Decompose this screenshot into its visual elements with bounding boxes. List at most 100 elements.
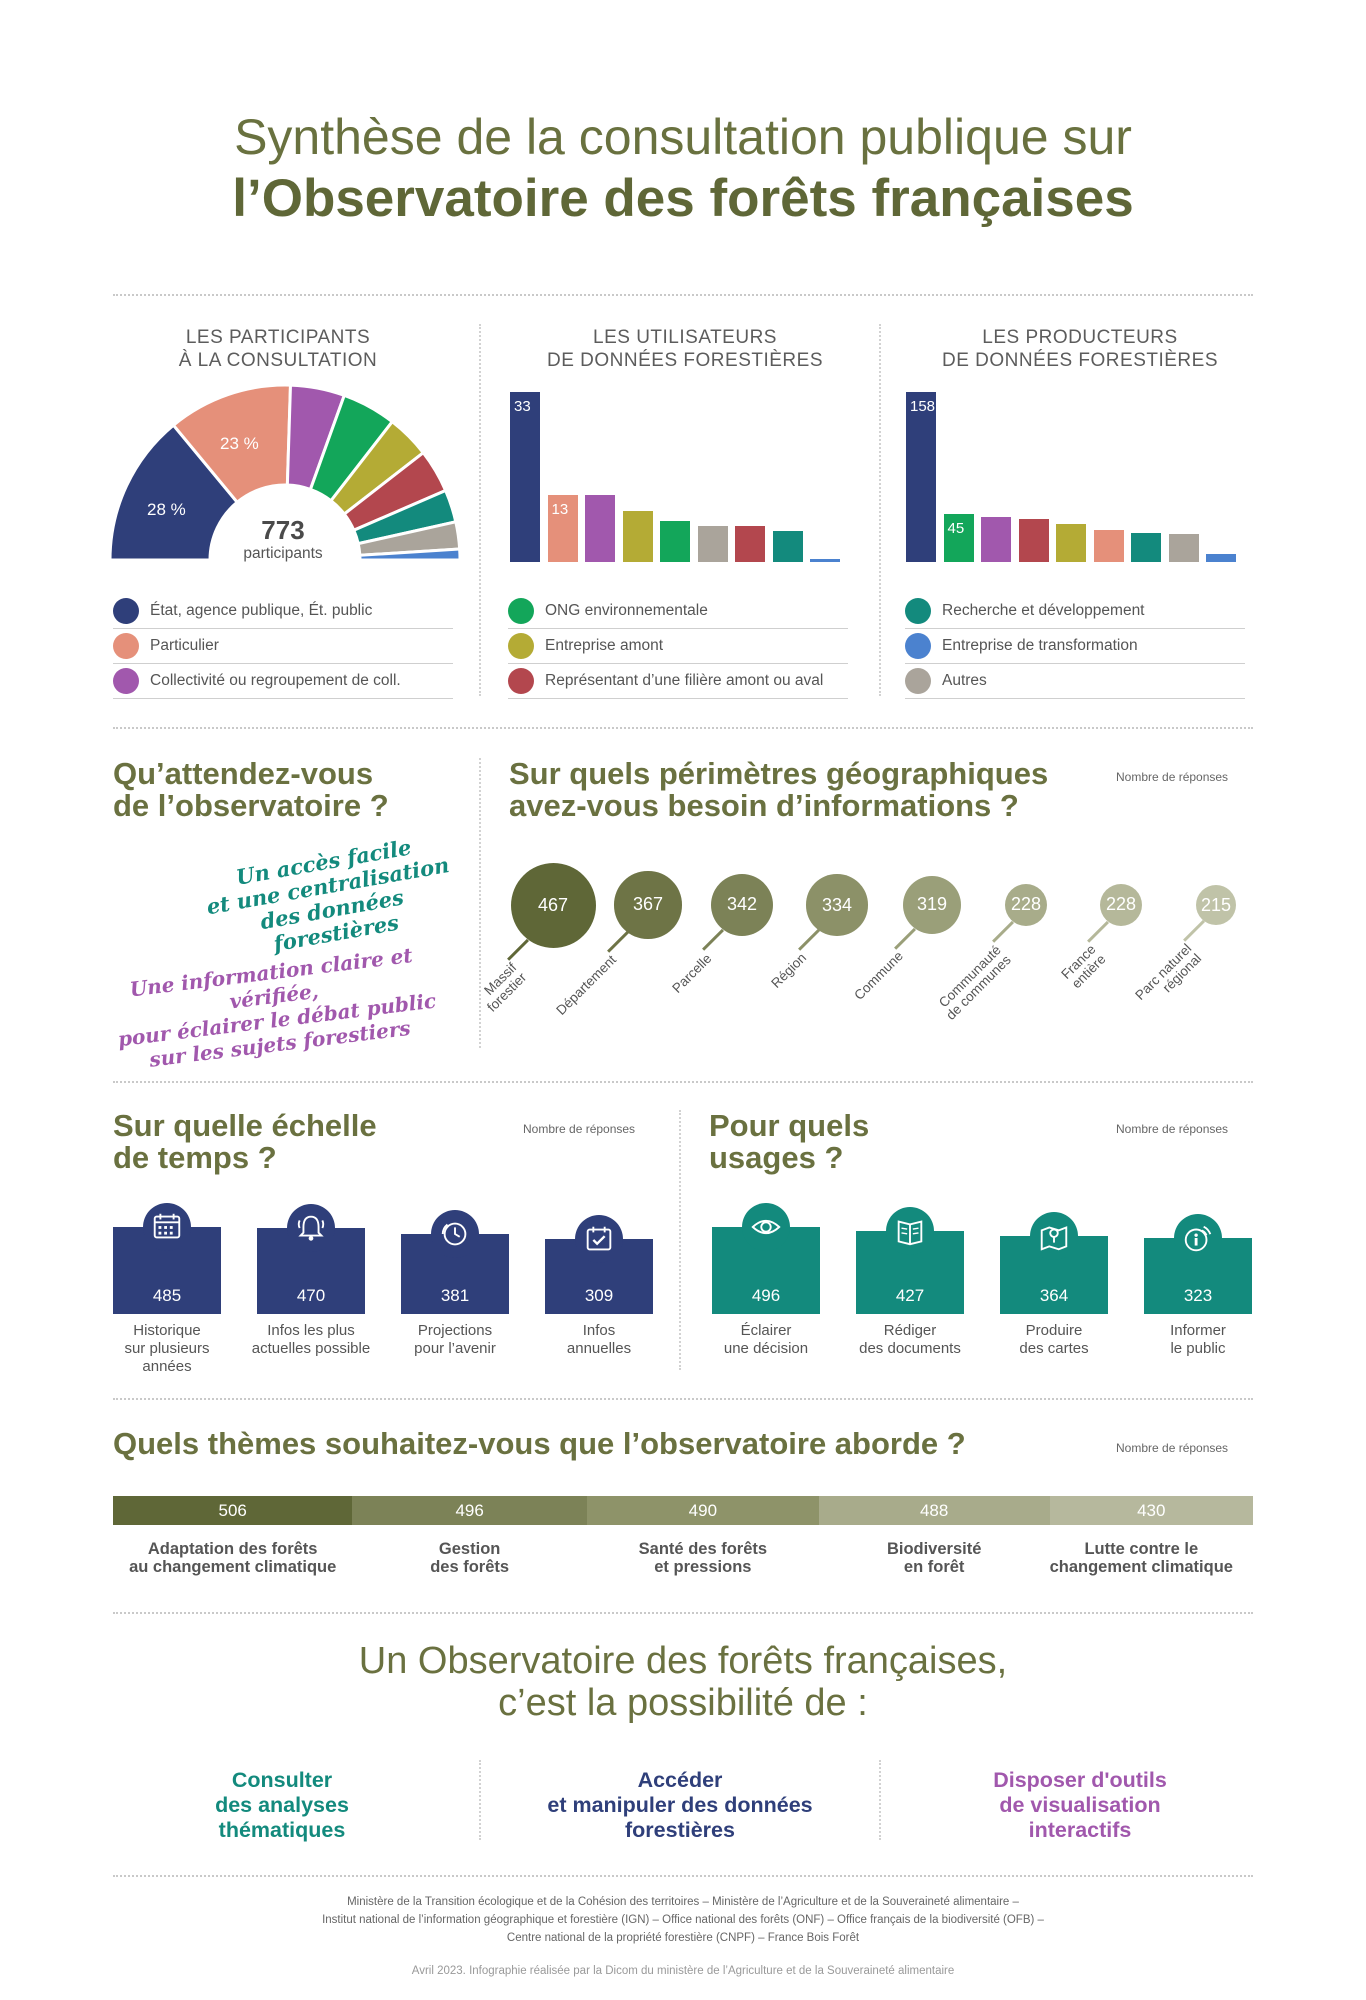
divider <box>113 1612 1253 1614</box>
legend-label: Entreprise amont <box>545 636 664 654</box>
legend-swatch <box>508 632 534 659</box>
map-pin-icon <box>1030 1211 1078 1260</box>
tile-caption: Historique sur plusieurs années <box>93 1322 241 1376</box>
footer-line2: Institut national de l’information géogr… <box>322 1914 1044 1926</box>
bar <box>1131 532 1161 562</box>
participants-total: 773 <box>261 515 305 545</box>
document-icon <box>886 1207 934 1256</box>
possibility-1-line1: Consulter <box>231 1768 333 1792</box>
divider <box>113 727 1253 729</box>
conclusion-title: Un Observatoire des forêts françaises, c… <box>0 1640 1366 1724</box>
geo-bubble-stem <box>507 938 530 961</box>
tile: 470 Infos les plus actuelles possible <box>252 1204 370 1357</box>
geo-label: Parcelle <box>669 951 714 996</box>
bar <box>1206 554 1236 562</box>
possibility-2-line3: forestières <box>625 1818 735 1842</box>
column-divider <box>879 1760 881 1840</box>
theme-caption: Biodiversité en forêt <box>819 1540 1050 1576</box>
tile-caption-line: le public <box>1170 1340 1226 1357</box>
theme-segment: 490 <box>586 1496 819 1525</box>
tile-value: 496 <box>751 1286 781 1305</box>
legend-item: Collectivité ou regroupement de coll. <box>113 663 453 699</box>
semicircle-slice <box>358 547 460 562</box>
geo-bubble: 367 <box>614 871 682 939</box>
attentes-title-line1: Qu’attendez-vous <box>113 756 374 791</box>
participants-heading-line1: LES PARTICIPANTS <box>185 327 371 348</box>
legend-swatch <box>905 597 931 624</box>
geo-bubble-stem <box>1182 919 1205 942</box>
bar: 158 <box>906 392 936 562</box>
tile: 323 Informer le public <box>1144 1214 1252 1357</box>
bar <box>981 516 1011 562</box>
bar <box>585 495 615 562</box>
producteurs-heading: LES PRODUCTEURS DE DONNÉES FORESTIÈRES <box>895 326 1265 372</box>
legend-label: Autres <box>942 671 987 689</box>
footer-line1: Ministère de la Transition écologique et… <box>347 1896 1019 1908</box>
geo-label-line: Commune <box>851 948 906 1004</box>
geo-bubble-stem <box>607 931 630 953</box>
geo-label: Commune <box>851 948 906 1004</box>
divider <box>113 1081 1253 1083</box>
geo-bubble-stem <box>702 929 725 952</box>
legend-label: Entreprise de transformation <box>942 636 1138 654</box>
tile-value: 381 <box>440 1285 470 1305</box>
divider <box>113 294 1253 296</box>
bar: 33 <box>510 392 540 562</box>
tile: 309 Infos annuelles <box>545 1214 653 1357</box>
footer-partners: Ministère de la Transition écologique et… <box>0 1893 1366 1947</box>
producteurs-heading-line1: LES PRODUCTEURS <box>982 327 1178 348</box>
tile-caption: Éclairer une décision <box>692 1322 840 1358</box>
tile-caption-line: Éclairer <box>740 1322 792 1339</box>
bar <box>1093 529 1124 562</box>
bar <box>1168 534 1199 562</box>
usages-title-line1: Pour quels <box>709 1108 870 1143</box>
legend-swatch <box>113 667 139 694</box>
tile-caption-line: Rédiger <box>883 1322 937 1339</box>
theme-segment: 430 <box>1049 1496 1253 1525</box>
theme-caption-line: et pressions <box>654 1558 752 1576</box>
legend-label: Recherche et développement <box>942 601 1145 619</box>
tile-caption-line: Projections <box>417 1322 493 1339</box>
tile-caption: Infos annuelles <box>525 1322 673 1358</box>
possibility-1-line2: des analyses <box>215 1793 349 1817</box>
geo-label: Communauté de communes <box>934 942 1014 1022</box>
tile: 381 Projections pour l’avenir <box>401 1209 509 1357</box>
bar <box>1018 518 1049 562</box>
calendar-check-icon <box>575 1214 623 1263</box>
legend-label: Collectivité ou regroupement de coll. <box>150 671 401 689</box>
utilisateurs-bar-chart: 33 13 <box>510 392 860 562</box>
footer-line3: Centre national de la propriété forestiè… <box>506 1932 860 1944</box>
legend-swatch <box>905 632 931 659</box>
bell-icon <box>287 1204 335 1252</box>
utilisateurs-heading-line2: DE DONNÉES FORESTIÈRES <box>547 350 823 371</box>
bar-value-label: 158 <box>910 398 936 415</box>
theme-caption-line: Biodiversité <box>886 1540 982 1558</box>
usages-note: Nombre de réponses <box>1116 1122 1229 1136</box>
legend-swatch <box>113 632 139 659</box>
usages-title: Pour quels usages ? <box>709 1110 869 1174</box>
themes-note: Nombre de réponses <box>1116 1441 1229 1455</box>
tile-value: 485 <box>152 1286 182 1305</box>
info-icon <box>1174 1214 1222 1263</box>
bar: 13 <box>547 495 578 562</box>
possibility-disposer: Disposer d'outils de visualisation inter… <box>900 1768 1260 1843</box>
producteurs-bar-chart: 158 45 <box>906 392 1256 562</box>
geo-bubble: 467 <box>510 862 596 948</box>
tile-caption-line: une décision <box>723 1340 809 1357</box>
tile-value: 364 <box>1039 1285 1069 1305</box>
legend-item: Particulier <box>113 628 453 664</box>
theme-caption-line: Lutte contre le <box>1084 1540 1199 1558</box>
geo-bubble: 228 <box>1099 883 1143 927</box>
participants-heading: LES PARTICIPANTS À LA CONSULTATION <box>113 326 443 372</box>
usages-title-line2: usages ? <box>709 1140 844 1175</box>
geo-label: Parc naturel régional <box>1132 941 1204 1013</box>
geo-label: France entière <box>1059 942 1109 993</box>
tile-value: 323 <box>1183 1285 1213 1305</box>
legend-item: Entreprise amont <box>508 628 848 664</box>
theme-caption-line: des forêts <box>430 1558 510 1576</box>
attentes-title-line2: de l’observatoire ? <box>113 788 389 823</box>
tile-caption-line: Historique <box>133 1322 201 1339</box>
bar <box>622 510 653 562</box>
possibility-2-line2: et manipuler des données <box>547 1793 813 1817</box>
tile-caption-line: annuelles <box>566 1340 632 1357</box>
